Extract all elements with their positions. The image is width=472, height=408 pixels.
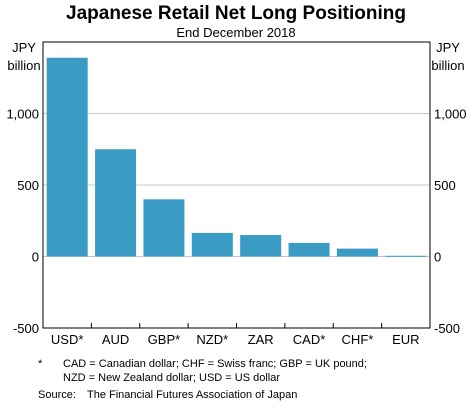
y-tick-label-right: 500 xyxy=(434,178,456,193)
y-tick-labels: -500 -500 0 0 500 500 1,000 1,000 xyxy=(6,107,466,337)
bar xyxy=(385,255,427,257)
bars xyxy=(46,57,427,257)
source-label: Source: xyxy=(38,389,76,401)
y-tick-label-left: 500 xyxy=(17,178,39,193)
bar xyxy=(46,57,88,257)
y-axis-unit-left-line2: billion xyxy=(7,58,40,73)
chart-title: Japanese Retail Net Long Positioning xyxy=(66,3,406,24)
x-tick-label: USD* xyxy=(51,332,84,347)
bar xyxy=(240,235,282,257)
bar xyxy=(288,242,330,257)
y-tick-label-right: -500 xyxy=(434,321,460,336)
y-tick-label-left: 1,000 xyxy=(6,107,39,122)
x-tick-label: GBP* xyxy=(148,332,181,347)
x-tick-label: ZAR xyxy=(248,332,274,347)
chart-subtitle: End December 2018 xyxy=(176,25,295,40)
bar xyxy=(336,248,378,257)
footnote-line2: NZD = New Zealand dollar; USD = US dolla… xyxy=(63,372,280,384)
y-tick-label-left: -500 xyxy=(13,321,39,336)
bar xyxy=(143,199,185,257)
bar xyxy=(95,149,137,257)
y-axis-unit-right-line2: billion xyxy=(431,58,464,73)
y-tick-label-right: 1,000 xyxy=(434,107,467,122)
x-tick-label: EUR xyxy=(392,332,419,347)
x-tick-labels: USD* AUD GBP* NZD* ZAR CAD* CHF* EUR xyxy=(51,332,420,347)
bar xyxy=(191,232,233,257)
y-tick-label-left: 0 xyxy=(32,250,39,265)
footnote-marker: * xyxy=(38,358,43,370)
x-tick-marks xyxy=(90,323,383,328)
y-tick-label-right: 0 xyxy=(434,250,441,265)
x-tick-label: AUD xyxy=(102,332,129,347)
x-tick-label: NZD* xyxy=(196,332,228,347)
y-axis-unit-left-line1: JPY xyxy=(12,40,36,55)
source-text: The Financial Futures Association of Jap… xyxy=(87,389,297,401)
x-tick-label: CHF* xyxy=(342,332,374,347)
x-tick-label: CAD* xyxy=(293,332,326,347)
y-axis-unit-right-line1: JPY xyxy=(436,40,460,55)
footnote-line1: CAD = Canadian dollar; CHF = Swiss franc… xyxy=(63,358,367,370)
